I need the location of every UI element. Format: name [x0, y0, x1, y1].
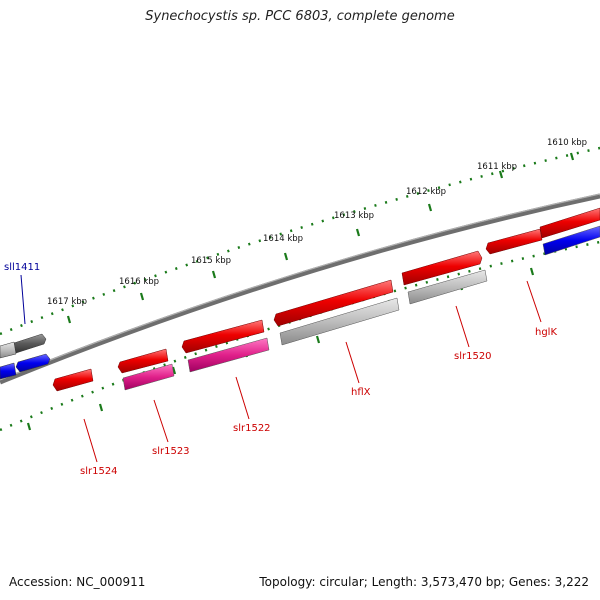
gene-arrow-slr1522-rev[interactable] [187, 337, 270, 373]
gene-label-hflX[interactable]: hflX [351, 387, 371, 398]
gene-arrow-slr1522[interactable] [181, 319, 265, 354]
gene-arrow-slr1520-rev[interactable] [407, 269, 488, 305]
gene-arrow-blue-left-2[interactable] [0, 362, 17, 380]
tick-label: 1615 kbp [191, 256, 231, 266]
gene-label-hglK[interactable]: hglK [535, 327, 557, 338]
genome-backbone-highlight [0, 193, 600, 381]
gene-arrow-slr1520[interactable] [401, 250, 483, 286]
left-edge-genes [0, 333, 51, 380]
gene-arrow-hglK[interactable] [485, 228, 543, 255]
label-leaders [20, 274, 542, 463]
gene-arrow-hflX-rev[interactable] [279, 297, 400, 346]
tick-label: 1616 kbp [119, 277, 159, 287]
gene-label-sll1411[interactable]: sll1411 [4, 262, 40, 273]
gene-arrow-sll1411[interactable] [13, 333, 47, 354]
tick-label: 1612 kbp [406, 187, 446, 197]
tick-label: 1610 kbp [547, 138, 587, 148]
gene-label-slr1522[interactable]: slr1522 [233, 423, 271, 434]
genome-backbone [0, 193, 600, 385]
gene-arrow-slr1523-rev[interactable] [122, 363, 175, 391]
tick-label: 1617 kbp [47, 297, 87, 307]
gene-arrow-1610[interactable] [539, 207, 600, 239]
tick-label: 1611 kbp [477, 162, 517, 172]
genome-summary-text: Topology: circular; Length: 3,573,470 bp… [259, 575, 589, 589]
gene-label-slr1524[interactable]: slr1524 [80, 466, 118, 477]
major-ticks-outer [66, 152, 575, 324]
gene-arrow-slr1523[interactable] [117, 348, 169, 374]
reverse-strand-genes [122, 225, 600, 391]
gene-label-slr1520[interactable]: slr1520 [454, 351, 492, 362]
gene-arrow-blue-left-1[interactable] [15, 353, 51, 373]
tick-label: 1614 kbp [263, 234, 303, 244]
gene-arrow-blue-1610[interactable] [542, 225, 600, 256]
gene-arrow-hflX[interactable] [273, 279, 394, 327]
tick-label: 1613 kbp [334, 211, 374, 221]
major-ticks-inner [26, 267, 535, 431]
map-title: Synechocystis sp. PCC 6803, complete gen… [145, 9, 455, 24]
accession-text: Accession: NC_000911 [9, 575, 146, 589]
forward-strand-genes [52, 207, 600, 392]
gene-arrow-gray-left[interactable] [0, 341, 17, 359]
gene-label-slr1523[interactable]: slr1523 [152, 446, 190, 457]
gene-arrow-slr1524[interactable] [52, 368, 94, 392]
